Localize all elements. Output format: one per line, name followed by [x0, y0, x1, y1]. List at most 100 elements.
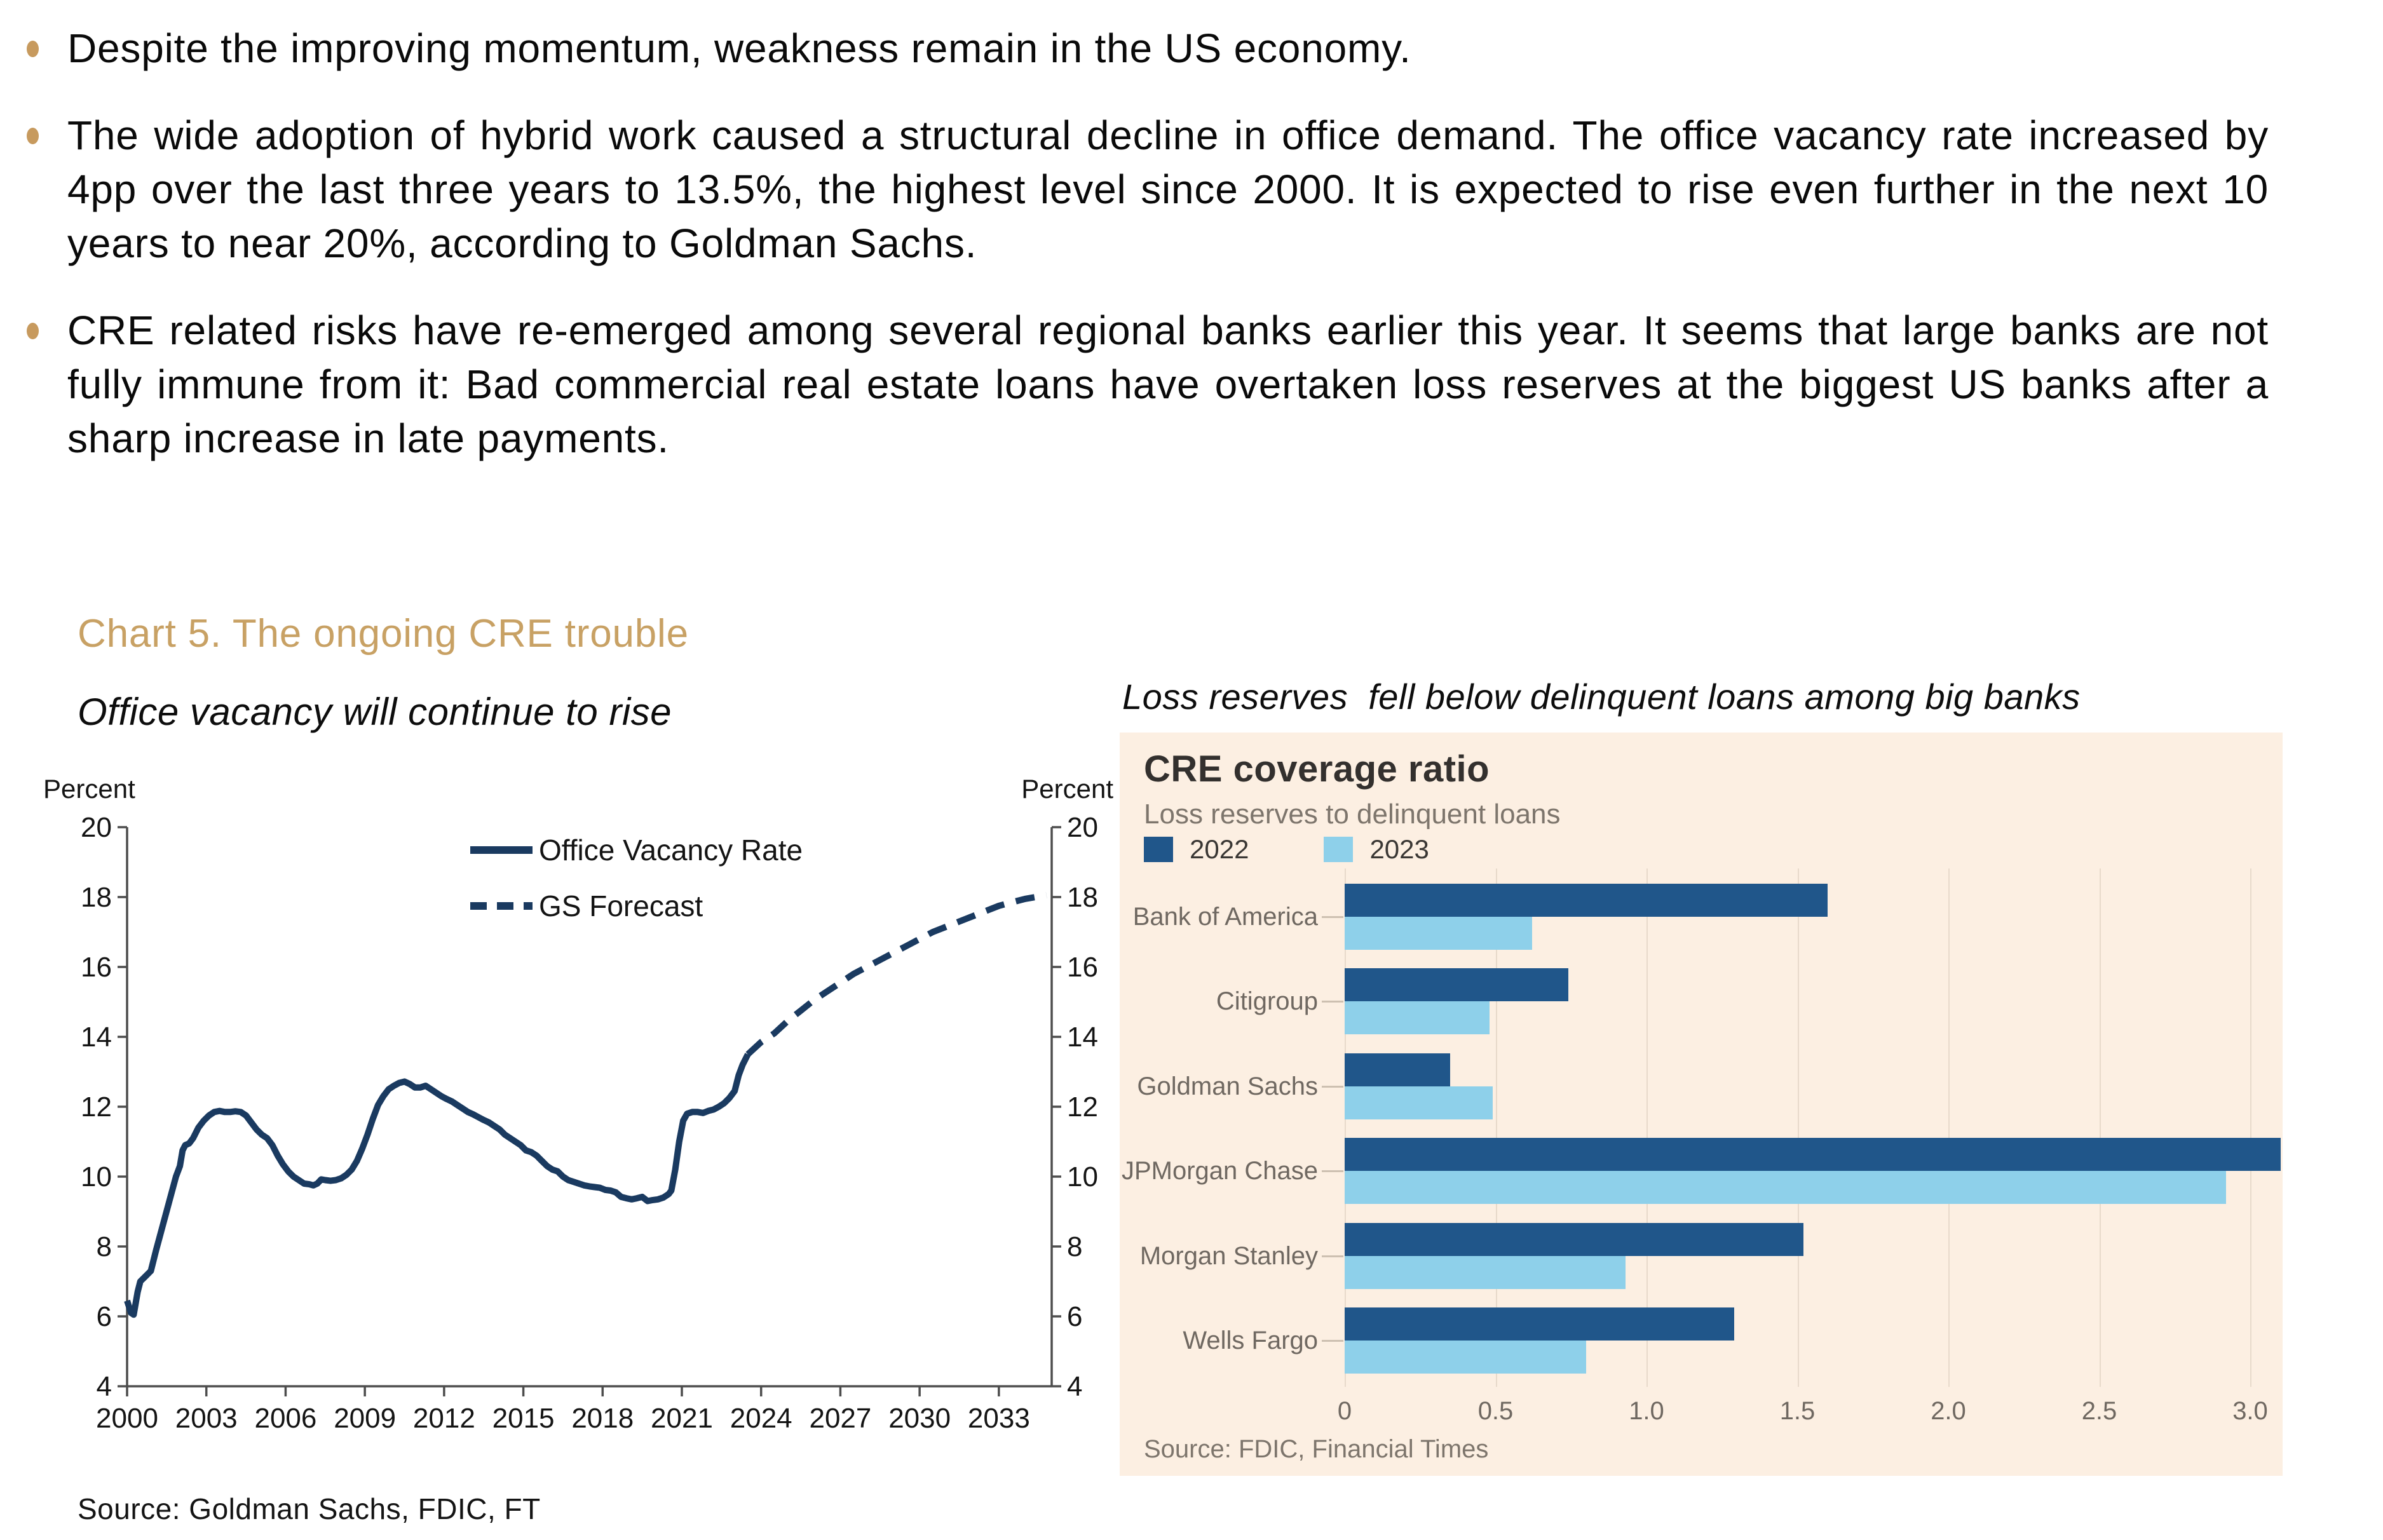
x-tick-label: 2006	[254, 1403, 316, 1434]
y-tick-label: 14	[1067, 1022, 1098, 1053]
y-axis-title-right: Percent	[1021, 774, 1113, 804]
bullet-list: Despite the improving momentum, weakness…	[27, 22, 2269, 466]
gridline	[1646, 868, 1648, 1387]
y-tick-label: 20	[1067, 812, 1098, 843]
bar-2022	[1345, 1222, 1803, 1256]
bar-chart-plot: 0 0.5 1.0 1.5 2.0 2.5 3.0 Bank of America Citigr…	[1120, 733, 2283, 1476]
category-tick-icon	[1322, 1340, 1343, 1342]
x-axis-label: 0.5	[1477, 1397, 1514, 1425]
category-tick-icon	[1322, 1001, 1343, 1003]
x-axis-label: 2.5	[2081, 1397, 2117, 1425]
bar-chart-legend: 2022 2023	[1144, 834, 1429, 865]
page-source: Source: Goldman Sachs, FDIC, FT	[78, 1492, 541, 1525]
bar-2022	[1345, 1307, 1734, 1341]
bar-2023	[1345, 917, 1532, 950]
panel-title: CRE coverage ratio	[1144, 748, 1490, 790]
y-tick-label: 18	[81, 882, 112, 913]
legend-swatch-icon	[1144, 837, 1173, 862]
category-label: Morgan Stanley	[1139, 1241, 1318, 1270]
legend-label: Office Vacancy Rate	[539, 834, 803, 867]
x-tick-label: 2033	[968, 1403, 1030, 1434]
y-tick-label: 14	[81, 1022, 112, 1053]
bullet-item: The wide adoption of hybrid work caused …	[27, 109, 2269, 271]
cre-coverage-panel: CRE coverage ratio Loss reserves to deli…	[1120, 733, 2283, 1476]
category-label: Bank of America	[1132, 903, 1318, 931]
bullet-icon	[27, 323, 39, 339]
gridline	[1495, 868, 1497, 1387]
category-tick-icon	[1322, 1255, 1343, 1257]
x-tick-label: 2027	[809, 1403, 871, 1434]
y-tick-label: 6	[97, 1301, 112, 1332]
bar-2022	[1345, 1138, 2281, 1172]
y-axis-title-left: Percent	[43, 774, 135, 804]
series-dashed	[745, 892, 1047, 1057]
gridline	[1948, 868, 1950, 1387]
y-tick-label: 18	[1067, 882, 1098, 913]
x-tick-label: 2024	[730, 1403, 792, 1434]
bullet-text: CRE related risks have re-emerged among …	[67, 307, 2269, 461]
series-solid	[124, 1053, 751, 1318]
y-tick-label: 12	[81, 1091, 112, 1123]
bar-2023	[1345, 1341, 1586, 1374]
gridline	[1797, 868, 1799, 1387]
x-tick-label: 2021	[651, 1403, 713, 1434]
gridline	[1345, 868, 1346, 1387]
category-tick-icon	[1322, 1170, 1343, 1173]
legend-item: 2023	[1324, 834, 1429, 865]
panel-source: Source: FDIC, Financial Times	[1144, 1435, 1489, 1463]
y-tick-label: 20	[81, 812, 112, 843]
gridline	[2099, 868, 2101, 1387]
category-label: Citigroup	[1216, 987, 1318, 1016]
bullet-icon	[27, 128, 39, 144]
x-tick-label: 2018	[571, 1403, 634, 1434]
y-tick-label: 8	[97, 1231, 112, 1262]
office-vacancy-line-chart: 4 4 6 6 8 8 10 10 12 12 14 14 16 16 18 18 20 20 2000 2003 20…	[43, 774, 1113, 1434]
x-tick-label: 2015	[492, 1403, 555, 1434]
category-label: Wells Fargo	[1183, 1327, 1318, 1354]
bar-2023	[1345, 1001, 1490, 1035]
y-tick-label: 16	[1067, 952, 1098, 983]
bullet-item: CRE related risks have re-emerged among …	[27, 304, 2269, 466]
y-tick-label: 12	[1067, 1091, 1098, 1123]
category-label: Goldman Sachs	[1137, 1072, 1318, 1100]
category-tick-icon	[1322, 916, 1343, 918]
left-chart-subtitle: Office vacancy will continue to rise	[78, 691, 672, 733]
y-tick-label: 4	[97, 1371, 112, 1402]
section-heading: Chart 5. The ongoing CRE trouble	[78, 612, 689, 656]
legend-label: GS Forecast	[539, 889, 703, 922]
x-axis-label: 1.5	[1779, 1397, 1816, 1425]
x-axis-label: 0	[1337, 1397, 1352, 1425]
legend-item: 2022	[1144, 834, 1249, 865]
x-tick-label: 2030	[888, 1403, 951, 1434]
bullet-text: The wide adoption of hybrid work caused …	[67, 112, 2269, 266]
x-axis-label: 2.0	[1931, 1397, 1966, 1425]
bar-2023	[1345, 1255, 1626, 1289]
legend-label: 2023	[1369, 834, 1429, 864]
panel-subtitle: Loss reserves to delinquent loans	[1144, 799, 1561, 830]
bullet-text: Despite the improving momentum, weakness…	[67, 25, 1411, 71]
category-label: JPMorgan Chase	[1121, 1157, 1318, 1185]
bar-2023	[1345, 1086, 1493, 1119]
bar-2022	[1345, 1053, 1451, 1086]
y-tick-label: 8	[1067, 1231, 1082, 1262]
x-axis-label: 3.0	[2232, 1397, 2268, 1425]
bar-2022	[1345, 884, 1828, 917]
bar-2022	[1345, 968, 1568, 1002]
x-tick-label: 2000	[96, 1403, 158, 1434]
y-tick-label: 10	[81, 1161, 112, 1192]
y-tick-label: 4	[1067, 1371, 1082, 1402]
bullet-item: Despite the improving momentum, weakness…	[27, 22, 2269, 76]
legend-swatch-icon	[1324, 837, 1354, 862]
right-chart-subtitle: Loss reserves fell below delinquent loan…	[1122, 677, 2081, 717]
legend-label: 2022	[1190, 834, 1249, 864]
y-tick-label: 6	[1067, 1301, 1082, 1332]
x-tick-label: 2003	[175, 1403, 238, 1434]
bullet-icon	[27, 41, 39, 57]
x-tick-label: 2012	[413, 1403, 475, 1434]
x-axis-label: 1.0	[1629, 1397, 1664, 1425]
y-tick-label: 10	[1067, 1161, 1098, 1192]
category-tick-icon	[1322, 1085, 1343, 1088]
x-tick-label: 2009	[334, 1403, 396, 1434]
gridline	[2250, 868, 2251, 1387]
y-tick-label: 16	[81, 952, 112, 983]
